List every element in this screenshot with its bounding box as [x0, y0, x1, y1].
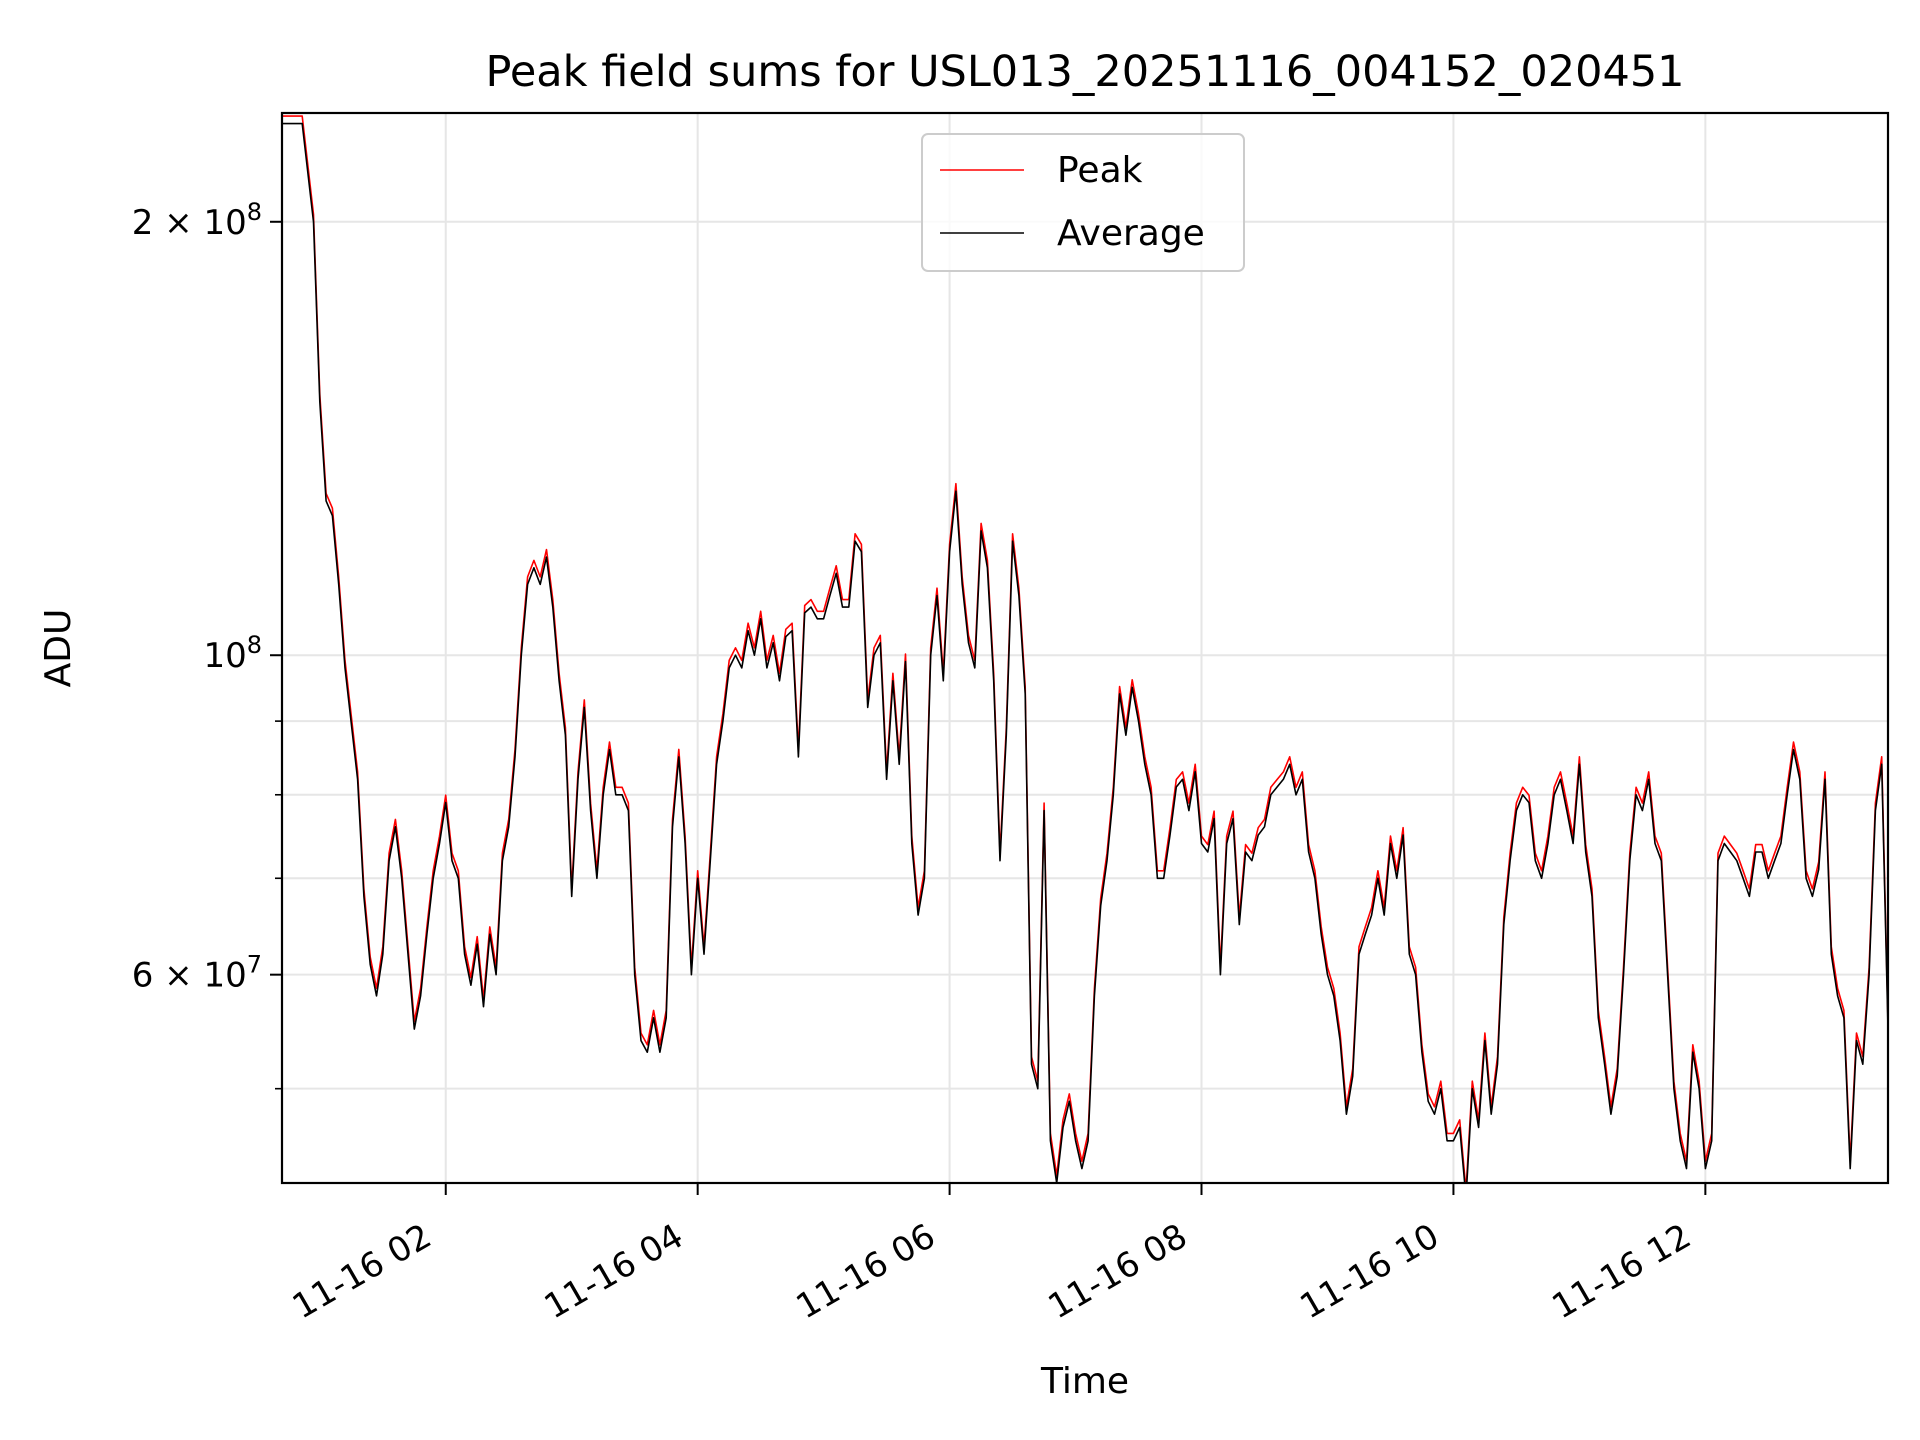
legend-label-average: Average	[1057, 213, 1205, 254]
y-axis-label: ADU	[38, 609, 79, 688]
grid	[282, 113, 1888, 1183]
chart-title: Peak field sums for USL013_20251116_0041…	[485, 47, 1684, 97]
y-tick-label: 108	[203, 631, 262, 676]
y-ticks: 2 × 108 108 6 × 107	[132, 198, 282, 1090]
axes-frame	[280, 111, 1890, 1185]
legend-box	[921, 133, 1245, 272]
series-line-average	[282, 122, 1888, 1183]
legend-label-peak: Peak	[1057, 150, 1143, 191]
plot-lines	[282, 115, 1888, 1183]
y-tick-label: 6 × 107	[132, 951, 262, 996]
x-axis-label: Time	[1040, 1361, 1129, 1402]
y-tick-label: 2 × 108	[132, 198, 262, 243]
legend: Peak Average	[921, 133, 1245, 272]
